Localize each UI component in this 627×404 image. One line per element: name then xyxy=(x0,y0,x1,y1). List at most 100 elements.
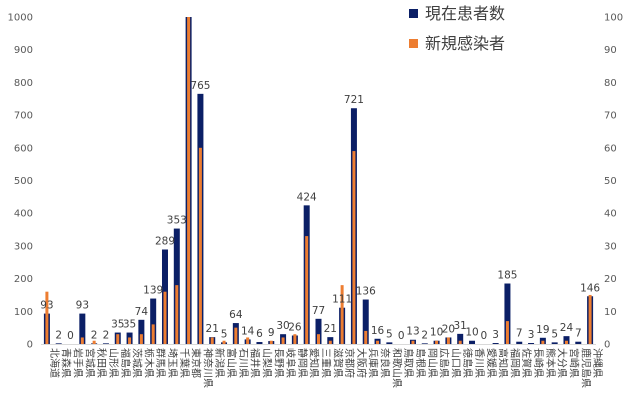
category-label: 岩手県 xyxy=(72,348,85,378)
data-label: 35 xyxy=(111,319,124,331)
axes: 0100200300400500600700800900100001020304… xyxy=(8,13,624,351)
bar-current-patients xyxy=(327,337,334,344)
bar-new-infections xyxy=(45,291,49,344)
bars xyxy=(43,17,594,344)
data-label: 31 xyxy=(454,320,467,332)
bar-new-infections xyxy=(163,291,167,344)
data-label: 0 xyxy=(67,330,74,342)
bar-new-infections xyxy=(328,340,332,344)
right-tick-label: 50 xyxy=(604,176,617,187)
left-tick-label: 600 xyxy=(14,143,33,154)
data-label: 111 xyxy=(332,294,352,306)
right-tick-label: 80 xyxy=(604,78,617,89)
data-label: 24 xyxy=(560,322,574,334)
data-label: 721 xyxy=(344,94,364,106)
bar-new-infections xyxy=(564,340,568,344)
right-tick-label: 30 xyxy=(604,241,617,252)
category-label: 愛知県 xyxy=(308,348,321,378)
right-tick-label: 40 xyxy=(604,209,617,220)
right-tick-label: 0 xyxy=(604,340,610,351)
bar-new-infections xyxy=(376,340,380,344)
data-label: 93 xyxy=(40,300,53,312)
bar-new-infections xyxy=(435,340,439,344)
category-label: 宮城県 xyxy=(83,348,96,378)
bar-current-patients xyxy=(315,318,322,344)
left-tick-label: 100 xyxy=(14,307,33,318)
right-tick-label: 20 xyxy=(604,274,617,285)
left-tick-label: 300 xyxy=(14,241,33,252)
data-label: 35 xyxy=(123,319,136,331)
category-label: 大分県 xyxy=(556,348,569,378)
data-label: 146 xyxy=(580,282,600,294)
data-label: 6 xyxy=(256,328,263,340)
data-label: 0 xyxy=(480,330,487,342)
bar-new-infections xyxy=(139,334,143,344)
category-label: 埼玉県 xyxy=(166,348,179,378)
bar-new-infections xyxy=(352,151,356,344)
data-label: 7 xyxy=(575,328,582,340)
left-tick-label: 700 xyxy=(14,111,33,122)
bar-new-infections xyxy=(305,236,309,344)
category-label: 京都府 xyxy=(343,348,356,378)
category-labels: 北海道 青森県 岩手県 宮城県 秋田県 山形県 福島県 茨城県 栃木県 群馬県 埼玉県 千葉県 東京都神… xyxy=(48,348,604,388)
category-label: 福岡県 xyxy=(508,348,521,378)
category-label: 滋賀県 xyxy=(331,348,344,378)
left-tick-label: 800 xyxy=(14,78,33,89)
data-label: 424 xyxy=(297,191,317,203)
category-label: 兵庫県 xyxy=(367,348,380,378)
data-label: 136 xyxy=(356,286,376,298)
right-tick-label: 100 xyxy=(604,13,623,24)
data-label: 3 xyxy=(528,329,535,341)
bar-current-patients xyxy=(55,343,62,344)
data-label: 14 xyxy=(241,325,255,337)
bar-new-infections xyxy=(317,334,320,344)
left-tick-label: 500 xyxy=(14,176,33,187)
category-label: 奈良県 xyxy=(379,348,392,378)
left-tick-label: 0 xyxy=(27,340,33,351)
bar-current-patients xyxy=(504,283,511,344)
category-label: 岐阜県 xyxy=(284,348,297,378)
category-label: 広島県 xyxy=(438,348,451,378)
bar-new-infections xyxy=(446,337,450,344)
bar-current-patients xyxy=(516,341,523,344)
category-label: 石川県 xyxy=(237,348,249,378)
category-label: 宮崎県 xyxy=(567,348,580,378)
bar-new-infections xyxy=(293,334,297,344)
category-label: 島根県 xyxy=(414,348,427,378)
right-tick-label: 10 xyxy=(604,307,617,318)
category-label: 千葉県 xyxy=(178,348,191,378)
bar-new-infections xyxy=(80,337,84,344)
bar-new-infections xyxy=(411,340,415,344)
bar-current-patients xyxy=(150,298,157,344)
legend-label-new-infections: 新規感染者 xyxy=(425,34,505,53)
left-tick-label: 200 xyxy=(14,274,33,285)
data-label: 5 xyxy=(386,328,393,340)
category-label: 神奈川県 xyxy=(201,348,214,388)
bar-current-patients xyxy=(575,341,582,344)
bar-new-infections xyxy=(505,321,509,344)
category-label: 愛媛県 xyxy=(485,348,498,378)
bar-current-patients xyxy=(386,342,393,344)
category-label: 鹿児島県 xyxy=(579,348,592,388)
category-label: 山口県 xyxy=(449,348,461,378)
bar-new-infections xyxy=(458,340,462,344)
category-label: 群馬県 xyxy=(154,348,167,378)
bar-new-infections xyxy=(364,330,368,344)
bar-new-infections xyxy=(175,285,179,344)
bar-current-patients xyxy=(362,299,369,344)
data-label: 21 xyxy=(324,323,337,335)
data-label: 0 xyxy=(398,330,405,342)
category-label: 福島県 xyxy=(119,348,132,378)
bar-new-infections xyxy=(92,340,96,344)
bar-current-patients xyxy=(528,343,535,344)
bar-current-patients xyxy=(457,333,464,344)
data-label: 289 xyxy=(155,235,175,247)
data-label: 5 xyxy=(551,328,558,340)
category-label: 新潟県 xyxy=(213,348,226,378)
bar-current-patients xyxy=(421,343,428,344)
right-tick-label: 70 xyxy=(604,111,617,122)
category-label: 熊本県 xyxy=(544,348,557,378)
legend-swatch-current-patients xyxy=(409,9,418,18)
